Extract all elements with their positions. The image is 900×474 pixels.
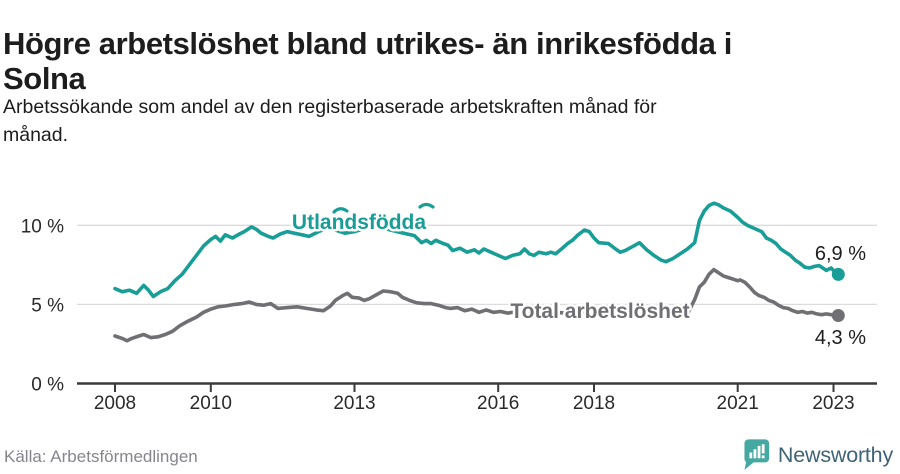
page-title: Högre arbetslöshet bland utrikes- än inr…	[3, 26, 732, 96]
source-attribution: Källa: Arbetsförmedlingen	[4, 447, 198, 466]
end-value-utlandsfodda: 6,9 %	[815, 243, 866, 265]
y-tick-label-0: 0 %	[31, 375, 64, 396]
x-tick-label-2023: 2023	[812, 393, 854, 414]
gridlines: 0 % 5 % 10 %	[21, 216, 877, 396]
chart-subtitle: Arbetssökande som andel av den registerb…	[3, 93, 657, 149]
series-end-dot-total-arbetsloshet	[831, 308, 845, 322]
series-label-total-arbetsloshet: Total arbetslöshet	[510, 300, 689, 323]
series-lines	[113, 201, 845, 343]
series-line-total-arbetsloshet	[113, 267, 841, 343]
title-line-1: Högre arbetslöshet bland utrikes- än inr…	[3, 25, 732, 61]
label-accent-artifact	[332, 207, 349, 214]
y-tick-label-5: 5 %	[31, 295, 64, 316]
series-label-utlandsfodda: Utlandsfödda	[292, 211, 426, 234]
subtitle-line-2: månad.	[3, 124, 69, 146]
subtitle-line-1: Arbetssökande som andel av den registerb…	[3, 96, 657, 118]
x-tick-label-2010: 2010	[190, 393, 232, 414]
y-tick-label-10: 10 %	[21, 216, 64, 237]
end-value-total-arbetsloshet: 4,3 %	[815, 327, 866, 349]
brand-name: Newsworthy	[777, 442, 893, 467]
x-tick-label-2013: 2013	[333, 393, 375, 414]
newsworthy-logo: Newsworthy	[742, 437, 893, 473]
x-tick-label-2018: 2018	[573, 393, 615, 414]
series-line-utlandsfodda	[113, 201, 841, 299]
label-accent-artifact	[418, 202, 435, 209]
x-tick-label-2021: 2021	[717, 393, 759, 414]
series-end-dot-utlandsfodda	[831, 267, 845, 281]
title-line-2: Solna	[3, 60, 86, 96]
x-tick-label-2008: 2008	[94, 393, 136, 414]
x-tick-label-2016: 2016	[477, 393, 519, 414]
newsworthy-bubble-chart-icon	[744, 439, 770, 470]
x-axis: 2008 2010 2013 2016 2018 2021 2023	[77, 382, 877, 414]
